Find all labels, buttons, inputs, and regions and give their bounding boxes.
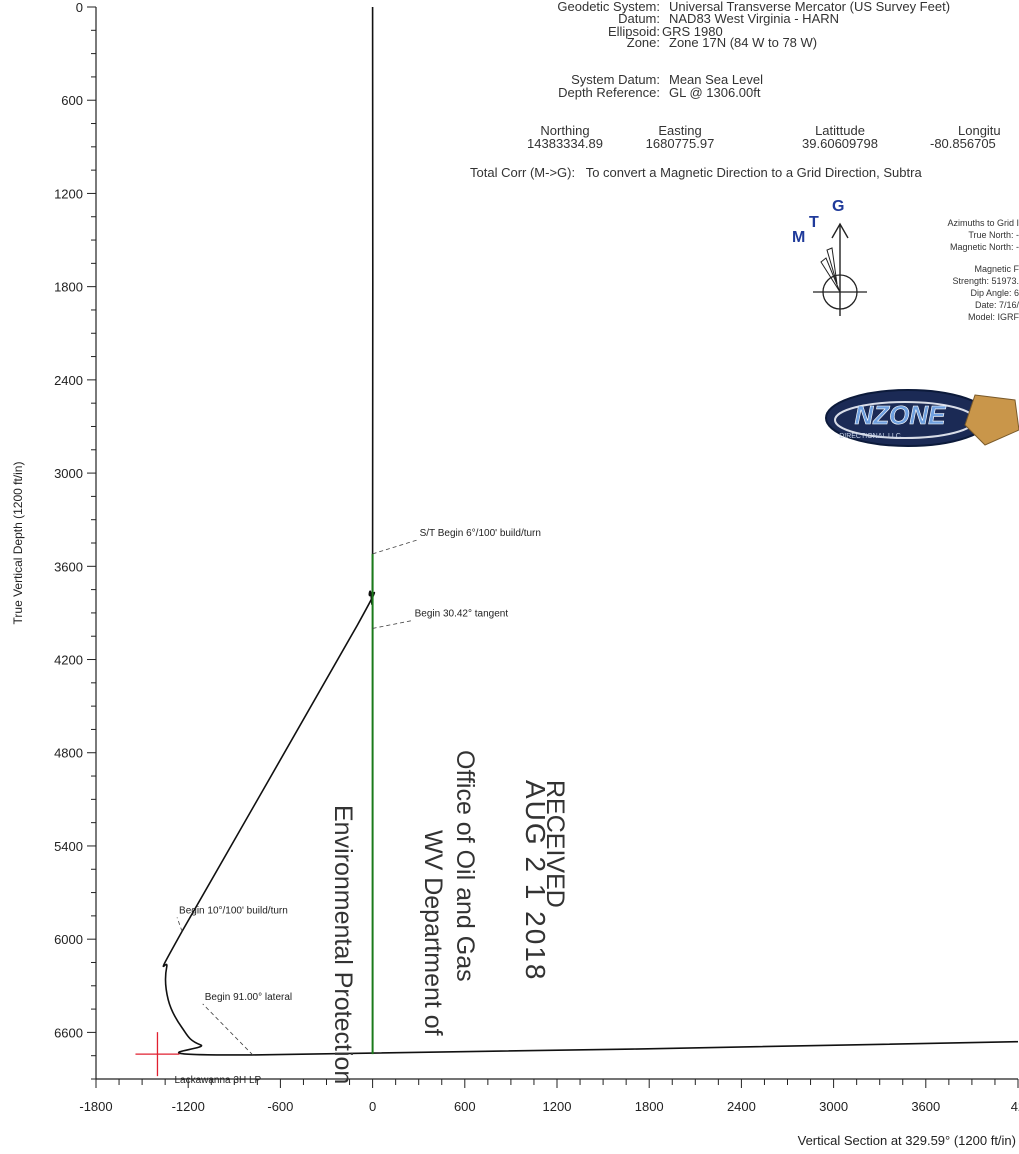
- x-tick-label: 600: [454, 1099, 476, 1114]
- latitude-value: 39.60609798: [802, 136, 878, 151]
- magnetic-label: M: [792, 229, 806, 246]
- target-label: Lackawanna 3H LP: [174, 1075, 261, 1086]
- x-tick-label: 2400: [727, 1099, 756, 1114]
- annotation-label: Begin 10°/100' build/turn: [179, 905, 288, 916]
- dip-angle: Dip Angle: 6: [970, 288, 1019, 298]
- ellipsoid-label: Ellipsoid:: [607, 24, 660, 39]
- annotation-leader: [372, 620, 413, 629]
- y-axis-label: True Vertical Depth (1200 ft/in): [11, 462, 25, 625]
- magnetic-north-arrow-icon: [820, 257, 841, 293]
- true-north-value: True North: -: [968, 230, 1019, 240]
- annotation-leader: [372, 539, 418, 555]
- stamp-date: AUG 2 1 2018: [520, 780, 551, 982]
- y-tick-label: 1800: [54, 280, 83, 295]
- magnetic-field-title: Magnetic F: [974, 264, 1019, 274]
- magnetic-north-value: Magnetic North: -: [949, 242, 1019, 252]
- longitude-value: -80.856705: [930, 136, 996, 151]
- x-tick-label: 42: [1011, 1099, 1019, 1114]
- stamp-dept: WV Department of Environmental Protectio…: [298, 805, 508, 1084]
- y-tick-label: 1200: [54, 186, 83, 201]
- azimuth-title: Azimuths to Grid I: [947, 218, 1019, 228]
- x-tick-label: 0: [369, 1099, 376, 1114]
- depth-reference-label: Depth Reference:: [558, 85, 660, 100]
- zone-value: Zone 17N (84 W to 78 W): [669, 35, 818, 50]
- annotation-leader: [202, 1003, 254, 1056]
- datum-value: NAD83 West Virginia - HARN: [669, 11, 840, 26]
- x-tick-label: 1800: [635, 1099, 664, 1114]
- latitude-label: Latittude: [815, 123, 865, 138]
- x-tick-label: 3000: [819, 1099, 848, 1114]
- x-axis-label: Vertical Section at 329.59° (1200 ft/in): [798, 1133, 1016, 1148]
- northing-value: 14383334.89: [527, 136, 603, 151]
- northing-label: Northing: [540, 123, 590, 138]
- datum-label: Datum:: [618, 11, 660, 26]
- easting-value: 1680775.97: [645, 136, 715, 151]
- x-tick-label: -1200: [172, 1099, 205, 1114]
- magnetic-date: Date: 7/16/: [974, 300, 1019, 310]
- geodetic-value: Universal Transverse Mercator (US Survey…: [669, 0, 951, 14]
- total-correction: Total Corr (M->G): To convert a Magnetic…: [470, 165, 922, 180]
- magnetic-strength: Strength: 51973.: [952, 276, 1019, 286]
- x-tick-label: -600: [267, 1099, 293, 1114]
- true-label: T: [809, 214, 819, 231]
- easting-label: Easting: [658, 123, 702, 138]
- y-tick-label: 2400: [54, 373, 83, 388]
- y-tick-label: 0: [76, 0, 83, 15]
- system-datum-value: Mean Sea Level: [669, 72, 763, 87]
- drill-bit-icon: [964, 394, 1019, 446]
- y-tick-label: 5400: [54, 839, 83, 854]
- company-logo-text: NZONE: [855, 400, 947, 430]
- company-logo-subtitle: DIRECTIONAL LLC: [839, 433, 901, 440]
- ellipsoid-value: GRS 1980: [662, 24, 723, 39]
- y-tick-label: 6000: [54, 932, 83, 947]
- annotation-leader: [176, 917, 183, 932]
- y-tick-label: 4800: [54, 746, 83, 761]
- zone-label: Zone:: [626, 35, 660, 50]
- x-tick-label: 3600: [911, 1099, 940, 1114]
- magnetic-model: Model: IGRF: [967, 312, 1019, 322]
- y-tick-label: 3600: [54, 559, 83, 574]
- y-tick-label: 600: [61, 93, 83, 108]
- grid-north-arrowhead-icon: [831, 222, 849, 239]
- y-tick-label: 6600: [54, 1025, 83, 1040]
- x-tick-label: -1800: [79, 1099, 112, 1114]
- true-north-arrow-icon: [826, 247, 838, 285]
- longitude-label: Longitu: [958, 123, 1001, 138]
- stamp-line-wv: WV Department of: [419, 830, 447, 1036]
- annotation-label: Begin 91.00° lateral: [205, 992, 292, 1003]
- y-tick-label: 3000: [54, 466, 83, 481]
- geodetic-label: Geodetic System:: [557, 0, 660, 14]
- system-datum-label: System Datum:: [571, 72, 660, 87]
- x-tick-label: 1200: [543, 1099, 572, 1114]
- y-tick-label: 4200: [54, 653, 83, 668]
- grid-label: G: [832, 198, 845, 215]
- annotation-label: Begin 30.42° tangent: [415, 608, 509, 619]
- annotation-label: S/T Begin 6°/100' build/turn: [420, 528, 541, 539]
- depth-reference-value: GL @ 1306.00ft: [669, 85, 761, 100]
- stamp-line-env: Environmental Protection: [329, 805, 357, 1085]
